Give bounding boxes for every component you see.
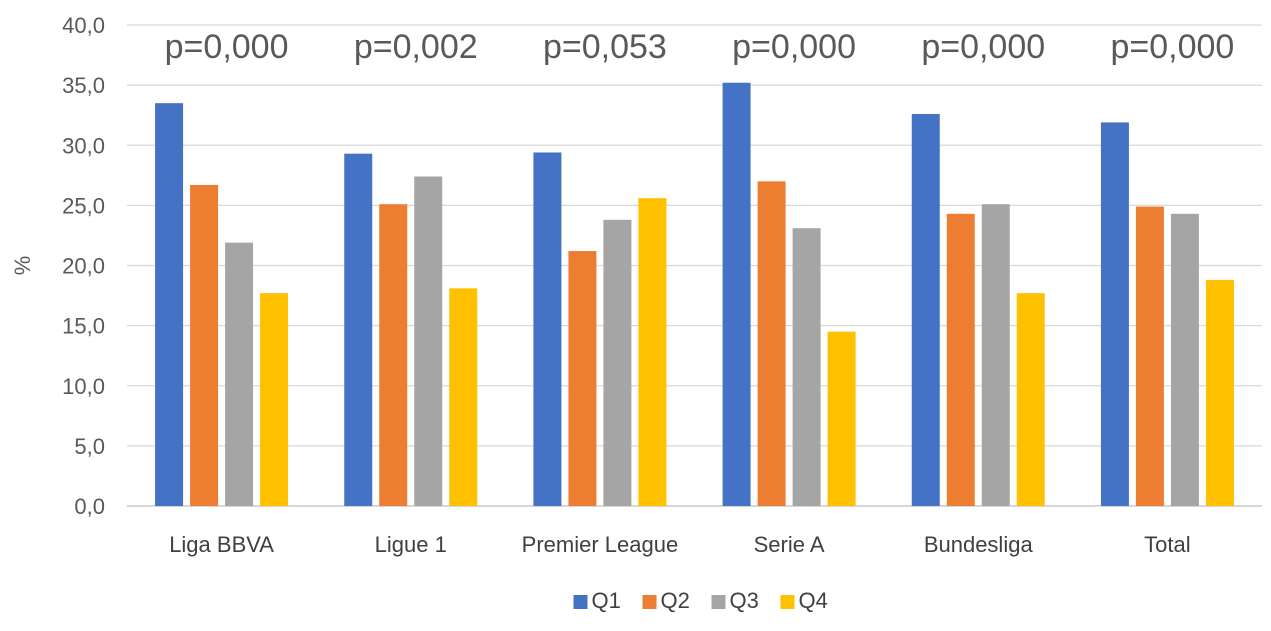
bar-q2 — [946, 213, 975, 507]
bar-q1 — [533, 152, 562, 506]
bar-q1 — [155, 103, 184, 506]
y-axis-title: % — [10, 256, 35, 276]
legend-label: Q3 — [730, 588, 759, 613]
bar-q4 — [1205, 279, 1234, 506]
p-value-annotation: p=0,002 — [354, 28, 478, 66]
bar-q3 — [225, 242, 254, 506]
bar-q3 — [414, 176, 443, 506]
y-tick-label: 10,0 — [62, 374, 105, 399]
bar-q2 — [379, 204, 408, 507]
bar-q2 — [1135, 206, 1164, 506]
legend-swatch-q2 — [642, 595, 657, 609]
y-tick-label: 25,0 — [62, 193, 105, 218]
legend-label: Q2 — [661, 588, 690, 613]
bar-q3 — [981, 204, 1010, 507]
p-value-annotation: p=0,000 — [165, 28, 289, 66]
bar-q2 — [190, 184, 219, 506]
legend-label: Q4 — [799, 588, 828, 613]
x-category-label: Ligue 1 — [375, 532, 447, 557]
bar-q3 — [792, 228, 821, 506]
bar-q3 — [603, 219, 632, 506]
bar-q1 — [911, 113, 940, 507]
legend-label: Q1 — [592, 588, 621, 613]
bar-q1 — [344, 153, 373, 507]
x-category-label: Total — [1144, 532, 1190, 557]
legend-swatch-q1 — [573, 595, 588, 609]
bar-q1 — [722, 82, 751, 506]
p-value-annotation: p=0,000 — [1110, 28, 1234, 66]
p-value-annotation: p=0,000 — [732, 28, 856, 66]
y-tick-label: 35,0 — [62, 73, 105, 98]
y-tick-label: 30,0 — [62, 133, 105, 158]
x-category-label: Liga BBVA — [169, 532, 274, 557]
bar-q1 — [1100, 122, 1129, 506]
y-tick-label: 0,0 — [74, 494, 105, 519]
bar-q4 — [449, 288, 478, 506]
p-value-annotation: p=0,053 — [543, 28, 667, 66]
p-value-annotation: p=0,000 — [921, 28, 1045, 66]
y-tick-label: 15,0 — [62, 314, 105, 339]
x-category-label: Serie A — [754, 532, 825, 557]
x-category-label: Premier League — [522, 532, 679, 557]
bar-q4 — [638, 198, 667, 506]
legend-swatch-q4 — [780, 595, 795, 609]
bar-q4 — [1016, 293, 1045, 506]
x-category-label: Bundesliga — [924, 532, 1034, 557]
bar-q3 — [1170, 213, 1199, 507]
bar-q2 — [757, 181, 786, 506]
legend-swatch-q3 — [711, 595, 726, 609]
y-tick-label: 40,0 — [62, 13, 105, 38]
y-tick-label: 5,0 — [74, 434, 105, 459]
bar-q2 — [568, 251, 597, 506]
bar-q4 — [260, 293, 289, 506]
bar-q4 — [827, 331, 856, 506]
y-tick-label: 20,0 — [62, 254, 105, 279]
